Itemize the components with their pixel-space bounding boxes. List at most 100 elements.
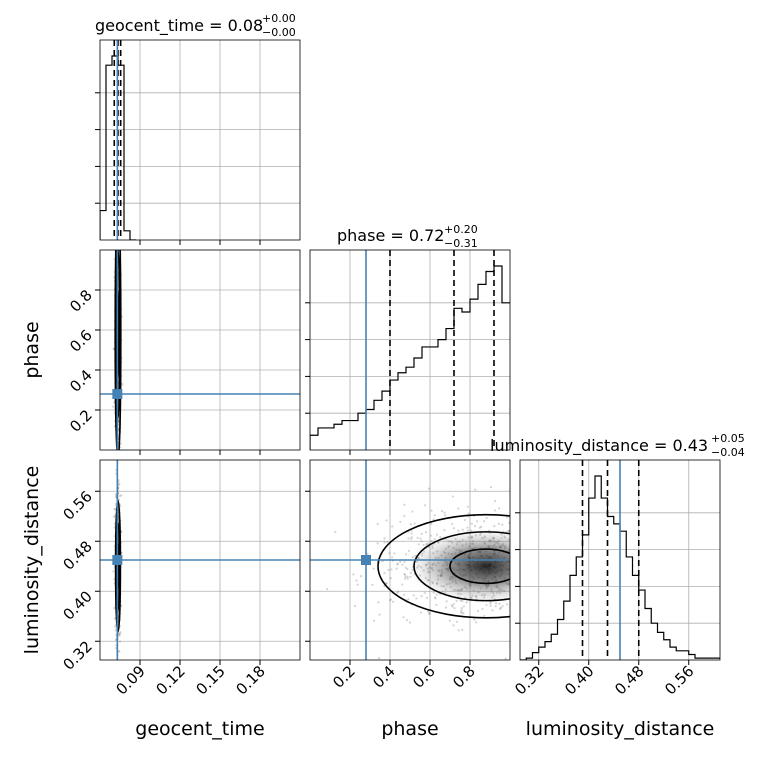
tick-label-y: 0.2 xyxy=(66,406,96,436)
scatter-point xyxy=(532,557,534,559)
scatter-point xyxy=(514,538,516,540)
scatter-point xyxy=(396,562,399,565)
scatter-point xyxy=(558,579,560,581)
panel-border xyxy=(99,249,301,451)
scatter-point xyxy=(493,509,497,512)
title-label: phase = 0.72 xyxy=(337,226,444,245)
scatter-point xyxy=(524,551,526,553)
scatter-point xyxy=(586,555,588,557)
scatter-point xyxy=(548,564,550,566)
scatter-point xyxy=(376,522,379,526)
scatter-point xyxy=(533,536,535,538)
scatter-point xyxy=(118,468,120,470)
panel-content xyxy=(100,227,300,470)
scatter-point xyxy=(559,557,561,559)
scatter-point xyxy=(570,542,572,544)
scatter-point xyxy=(514,581,516,583)
scatter-point xyxy=(443,528,446,532)
scatter-point xyxy=(410,537,413,541)
scatter-point xyxy=(580,577,582,579)
scatter-point xyxy=(474,488,477,491)
scatter-point xyxy=(118,236,120,238)
scatter-point xyxy=(522,579,524,581)
scatter-point xyxy=(559,540,561,542)
scatter-point xyxy=(371,583,374,586)
scatter-point xyxy=(501,523,504,526)
scatter-point xyxy=(563,591,565,593)
scatter-point xyxy=(523,575,525,577)
scatter-point xyxy=(514,571,516,573)
scatter-point xyxy=(532,580,534,582)
scatter-point xyxy=(513,538,515,540)
scatter-point xyxy=(615,560,617,562)
panel-hist-geocent-time xyxy=(95,39,301,245)
scatter-point xyxy=(404,553,408,556)
scatter-point xyxy=(530,582,532,584)
scatter-point xyxy=(113,507,116,511)
scatter-point xyxy=(558,576,560,578)
scatter-point xyxy=(528,559,530,561)
scatter-point xyxy=(493,525,496,528)
scatter-point xyxy=(526,554,528,556)
tick-label-y: 0.56 xyxy=(59,487,95,523)
panel-border xyxy=(99,39,301,241)
title-luminosity-distance: luminosity_distance = 0.43 +0.05 −0.04 xyxy=(490,432,745,459)
scatter-point xyxy=(118,248,120,250)
scatter-point xyxy=(616,534,618,536)
contour-line xyxy=(377,513,510,619)
title-sub: −0.31 xyxy=(444,237,478,250)
scatter-point xyxy=(389,576,392,580)
scatter-point xyxy=(457,507,460,510)
scatter-point xyxy=(399,520,402,524)
scatter-point xyxy=(356,583,359,586)
scatter-point xyxy=(121,383,124,386)
scatter-point xyxy=(527,559,529,561)
scatter-point xyxy=(116,245,118,247)
scatter-point xyxy=(372,619,376,622)
scatter-point xyxy=(526,551,528,553)
scatter-point xyxy=(514,550,516,552)
scatter-point xyxy=(534,571,536,573)
scatter-point xyxy=(392,600,395,603)
scatter-point xyxy=(577,566,579,568)
scatter-point xyxy=(543,560,545,562)
scatter-point xyxy=(533,575,535,577)
scatter-point xyxy=(417,543,420,546)
scatter-point xyxy=(119,236,121,238)
scatter-point xyxy=(302,619,304,621)
tick-label-x: 0.6 xyxy=(409,662,439,692)
scatter-point xyxy=(118,634,121,637)
tick-label-x: 0.48 xyxy=(611,662,647,698)
panel-luminosity-distance-vs-geocent-time: 0.09 0.12 0.15 0.18 0.32 0.40 0.48 0.56 xyxy=(59,459,301,698)
scatter-point xyxy=(402,616,405,619)
scatter-point xyxy=(542,580,544,582)
scatter-point xyxy=(536,568,538,570)
scatter-point xyxy=(571,518,573,520)
scatter-point xyxy=(569,544,571,546)
scatter-point xyxy=(505,603,509,606)
scatter-point xyxy=(527,588,529,590)
scatter-point xyxy=(386,541,389,544)
scatter-point xyxy=(425,596,429,599)
scatter-point xyxy=(118,246,120,248)
scatter-point xyxy=(408,621,412,624)
scatter-point xyxy=(552,551,554,553)
scatter-point xyxy=(423,591,426,594)
scatter-point xyxy=(554,558,556,560)
scatter-point xyxy=(113,617,116,620)
scatter-point xyxy=(576,523,578,525)
scatter-point xyxy=(556,551,558,553)
scatter-point xyxy=(352,573,355,576)
tick-label-x: 0.8 xyxy=(449,662,479,692)
scatter-point xyxy=(117,246,119,248)
scatter-point xyxy=(663,539,665,541)
scatter-point xyxy=(120,227,122,229)
scatter-point xyxy=(513,557,515,559)
scatter-point xyxy=(533,537,535,539)
scatter-point xyxy=(118,483,121,486)
scatter-point xyxy=(549,557,551,559)
scatter-point xyxy=(523,559,525,561)
tick-label-x: 0.4 xyxy=(369,662,399,692)
histogram-step xyxy=(310,265,510,450)
scatter-point xyxy=(326,588,329,591)
